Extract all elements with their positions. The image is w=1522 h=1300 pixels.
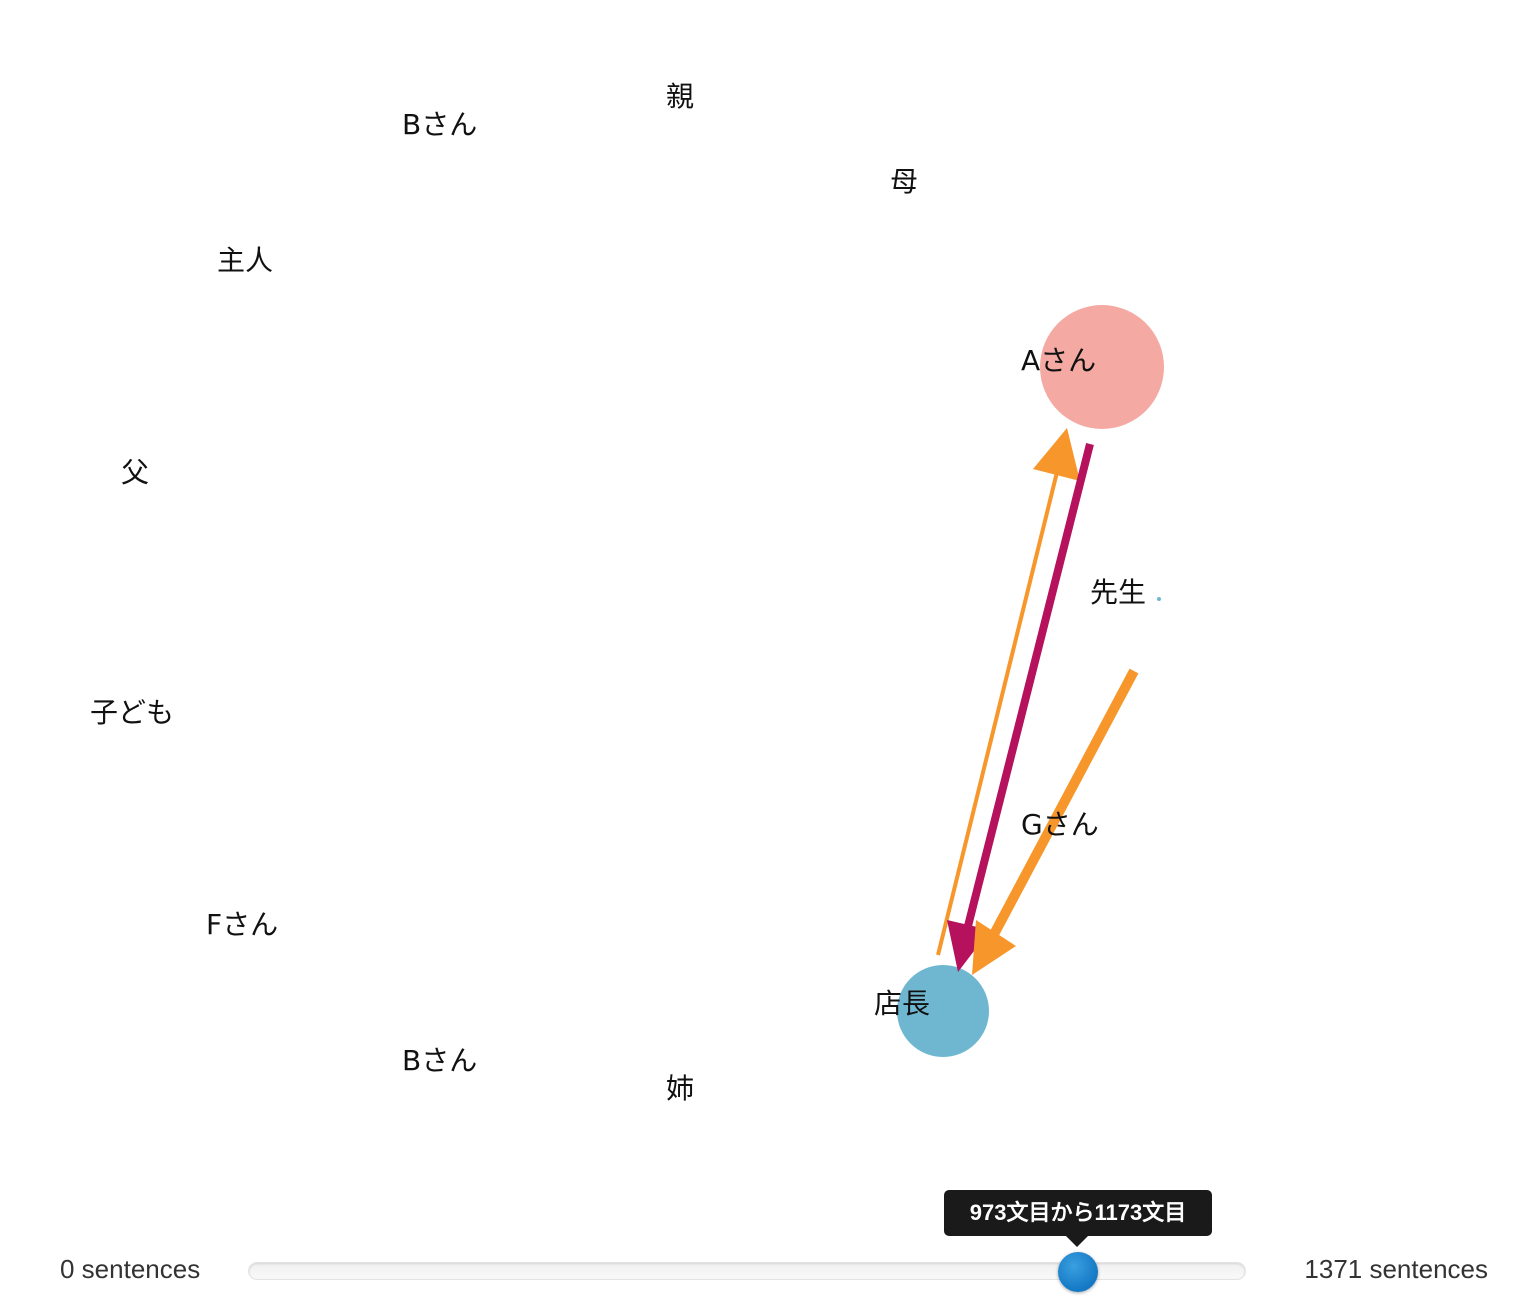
slider-track[interactable] bbox=[248, 1262, 1246, 1280]
node-label-shujin[interactable]: 主人 bbox=[217, 244, 273, 277]
node-label-kodomo[interactable]: 子ども bbox=[90, 696, 174, 729]
edge-a-san-to-tencho bbox=[963, 443, 1094, 931]
node-label-b-san-top[interactable]: Bさん bbox=[402, 108, 477, 141]
node-label-chichi[interactable]: 父 bbox=[121, 456, 149, 489]
node-label-g-san[interactable]: Gさん bbox=[1021, 808, 1099, 841]
node-label-sensei[interactable]: 先生 bbox=[1090, 576, 1146, 609]
slider-tooltip-arrow bbox=[1066, 1236, 1088, 1247]
node-label-a-san[interactable]: Aさん bbox=[1021, 344, 1096, 377]
slider-max-label: 1371 sentences bbox=[1304, 1254, 1488, 1284]
edge-sensei-to-tencho bbox=[987, 668, 1139, 941]
node-circle-tencho[interactable] bbox=[897, 965, 989, 1057]
slider-min-label: 0 sentences bbox=[60, 1254, 201, 1284]
edge-tencho-to-a-san bbox=[936, 459, 1062, 956]
character-network-graph: 親 Bさん 母 主人 Aさん 父 先生 子ども Gさん Fさん 店長 Bさん 姉 bbox=[90, 80, 1164, 1105]
node-label-ane[interactable]: 姉 bbox=[666, 1072, 694, 1105]
slider-handle[interactable] bbox=[1058, 1252, 1098, 1292]
node-label-haha[interactable]: 母 bbox=[890, 165, 918, 198]
node-circle-a-san[interactable] bbox=[1040, 305, 1164, 429]
node-label-oya[interactable]: 親 bbox=[666, 80, 694, 113]
slider-tooltip: 973文目から1173文目 bbox=[944, 1190, 1212, 1236]
node-label-tencho[interactable]: 店長 bbox=[874, 987, 930, 1020]
edge-arrowhead-sensei-to-tencho bbox=[972, 920, 1016, 975]
node-label-f-san[interactable]: Fさん bbox=[206, 908, 278, 941]
node-label-b-san-bottom[interactable]: Bさん bbox=[402, 1044, 477, 1077]
sentence-range-slider-area: 0 sentences 973文目から1173文目 1371 sentences bbox=[0, 1180, 1522, 1300]
edge-arrowhead-tencho-to-a-san bbox=[1033, 428, 1080, 481]
node-circle-sensei[interactable] bbox=[1157, 597, 1161, 601]
